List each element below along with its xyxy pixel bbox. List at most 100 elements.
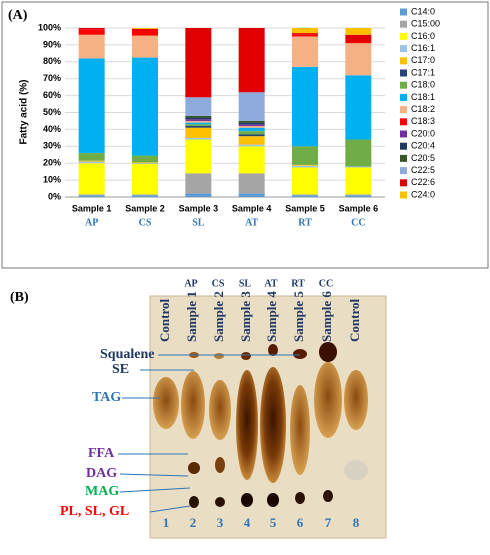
lane-name: Sample 5 (291, 291, 306, 342)
bar-segment (345, 139, 372, 167)
legend-label: C24:0 (411, 189, 435, 199)
x-tick-label: Sample 3 (179, 203, 219, 213)
legend-label: C18:0 (411, 80, 435, 90)
category-code: CC (351, 217, 365, 228)
bar-segment (132, 28, 158, 31)
bar-segment (132, 28, 158, 29)
bar-segment (185, 115, 212, 118)
legend-swatch (400, 8, 407, 16)
legend-swatch (400, 142, 407, 150)
lane-number: 3 (217, 515, 224, 530)
bar-segment (345, 41, 372, 44)
bar-segment (185, 139, 212, 174)
legend-swatch (400, 167, 407, 175)
lane-code: CS (212, 278, 225, 289)
bar-segment (238, 120, 265, 123)
bar-segment (292, 165, 318, 168)
bar-segment (78, 195, 105, 197)
bar-segment (292, 28, 318, 34)
spot (241, 493, 253, 507)
legend-swatch (400, 57, 407, 65)
legend-label: C18:1 (411, 92, 435, 102)
legend-swatch (400, 32, 407, 40)
bar-segment (238, 173, 265, 194)
band-label: FFA (88, 446, 115, 461)
category-code: AT (245, 217, 258, 228)
y-tick-label: 20% (43, 158, 61, 168)
bar-segment (185, 127, 212, 138)
bar-segment (238, 136, 265, 145)
bar-segment (185, 124, 212, 127)
bar-segment (132, 57, 158, 156)
spot (290, 385, 310, 475)
band-label: TAG (92, 390, 121, 405)
spot (215, 497, 225, 507)
lane-number: 7 (325, 515, 332, 530)
bar-segment (238, 122, 265, 125)
bar-segment (132, 164, 158, 195)
band-label: SE (112, 362, 129, 377)
legend-label: C16:1 (411, 43, 435, 53)
plate-edge (149, 295, 387, 539)
y-tick-label: 60% (43, 90, 61, 100)
tlc-labels: Control 1 Sample 1 AP 2 Sample 2 CS 3 Sample 3 SL… (60, 278, 362, 530)
y-tick-label: 10% (43, 174, 61, 184)
bar-segment (345, 194, 372, 196)
bar-segment (292, 36, 318, 67)
bar-segment (132, 163, 158, 165)
lane-code: CC (319, 278, 333, 289)
bar-segment (185, 97, 212, 116)
pointer (119, 487, 191, 493)
bar-segment (185, 28, 212, 98)
spot (181, 371, 205, 439)
bar-segment (132, 194, 158, 196)
spots (153, 342, 368, 508)
lane-number: 2 (190, 515, 197, 530)
spot (267, 493, 279, 507)
y-tick-label: 30% (43, 141, 61, 151)
bar-segment (78, 163, 105, 195)
bar-segment (185, 173, 212, 194)
y-tick-label: 50% (43, 107, 61, 117)
category-code: CS (139, 217, 152, 228)
legend-swatch (400, 93, 407, 101)
spot (293, 349, 307, 359)
bar-segment (238, 144, 265, 147)
y-axis-label: Fatty acid (%) (19, 79, 30, 144)
x-tick-label: Sample 5 (285, 203, 325, 213)
spot (314, 362, 342, 438)
spot (153, 377, 179, 429)
bar-segment (185, 122, 212, 125)
lane-code: RT (291, 278, 305, 289)
bar-segment (132, 155, 158, 163)
bar-segment (345, 75, 372, 140)
legend-swatch (400, 106, 407, 114)
panel-label: (A) (8, 8, 28, 23)
spot (344, 460, 368, 480)
spot (188, 462, 200, 474)
bar-segment (132, 35, 158, 58)
bar-segment (292, 33, 318, 35)
spot (260, 367, 286, 483)
legend-swatch (400, 154, 407, 162)
legend-swatch (400, 179, 407, 187)
legend-swatch (400, 118, 407, 126)
band-label: DAG (86, 466, 117, 481)
bar-segment (185, 137, 212, 140)
pointer (149, 505, 191, 513)
lane-name: Sample 2 (211, 291, 226, 342)
x-tick-label: Sample 6 (339, 203, 379, 213)
legend-swatch (400, 130, 407, 138)
bar-segment (78, 161, 105, 164)
pointer-lines (118, 354, 300, 513)
legend-swatch (400, 81, 407, 89)
bar-segment (345, 167, 372, 195)
bar-segment (292, 34, 318, 37)
bar-segment (78, 34, 105, 59)
band-label: Squalene (100, 347, 154, 362)
bar-segment (292, 167, 318, 195)
bar-segment (185, 119, 212, 121)
bar-segment (78, 29, 105, 35)
lane-number: 5 (270, 515, 277, 530)
bar-segment (345, 34, 372, 42)
